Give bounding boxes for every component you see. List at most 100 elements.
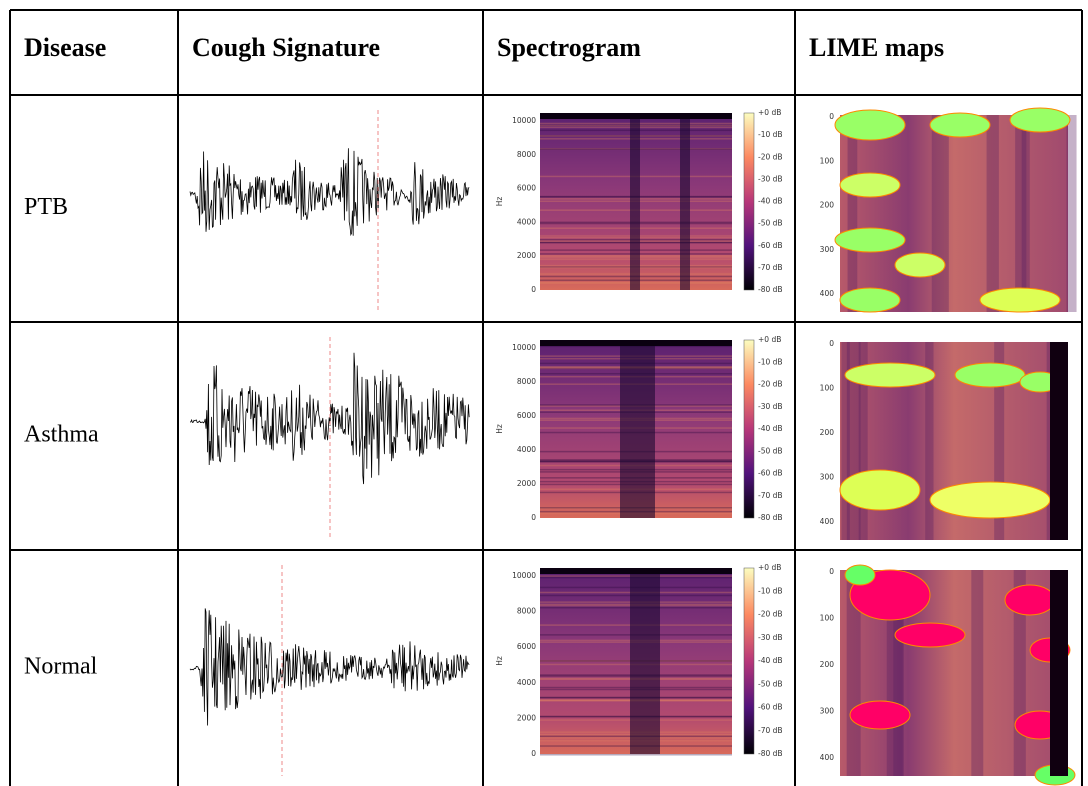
db-tick-label: +0 dB	[758, 108, 781, 117]
lime-texture	[1021, 115, 1030, 312]
db-tick-label: +0 dB	[758, 335, 781, 344]
db-tick-label: -20 dB	[758, 152, 783, 161]
db-tick-label: -70 dB	[758, 491, 783, 500]
lime-tick-label: 200	[820, 201, 835, 210]
freq-tick-label: 8000	[517, 607, 536, 616]
header-cell: Disease	[24, 33, 106, 62]
spectrogram-band	[630, 113, 640, 290]
db-tick-label: -40 dB	[758, 424, 783, 433]
db-tick-label: -80 dB	[758, 285, 783, 294]
lime-region	[979, 287, 1061, 313]
lime-tick-label: 300	[820, 473, 835, 482]
lime-region	[839, 287, 901, 313]
freq-tick-label: 8000	[517, 377, 536, 386]
header-cell: Spectrogram	[497, 33, 641, 62]
colorbar	[743, 112, 755, 291]
freq-tick-label: 6000	[517, 184, 536, 193]
lime-texture	[893, 570, 904, 776]
freq-axis-label: Hz	[495, 424, 504, 434]
db-tick-label: -10 dB	[758, 586, 783, 595]
lime-region	[834, 227, 906, 253]
lime-region	[1004, 584, 1056, 616]
freq-tick-label: 2000	[517, 251, 536, 260]
disease-name: PTB	[24, 194, 68, 220]
db-tick-label: +0 dB	[758, 563, 781, 572]
lime-region	[839, 172, 901, 198]
db-tick-label: -80 dB	[758, 513, 783, 522]
lime-edge	[1050, 570, 1068, 776]
db-tick-label: -30 dB	[758, 402, 783, 411]
disease-name: Asthma	[24, 422, 99, 448]
waveform	[189, 608, 470, 726]
header-cell: LIME maps	[809, 33, 944, 62]
lime-tick-label: 0	[829, 339, 834, 348]
lime-tick-label: 100	[820, 384, 835, 393]
freq-tick-label: 4000	[517, 445, 536, 454]
freq-tick-label: 10000	[512, 571, 536, 580]
db-tick-label: -30 dB	[758, 174, 783, 183]
lime-texture	[925, 342, 934, 540]
spectrogram-top	[540, 340, 732, 346]
disease-name: Normal	[24, 654, 98, 680]
lime-texture	[986, 115, 999, 312]
freq-tick-label: 0	[531, 749, 536, 758]
db-tick-label: -50 dB	[758, 679, 783, 688]
freq-axis-label: Hz	[495, 656, 504, 666]
lime-texture	[994, 342, 1005, 540]
lime-region	[954, 362, 1026, 388]
lime-tick-label: 400	[820, 289, 835, 298]
lime-edge	[1050, 342, 1068, 540]
spectrogram-band	[680, 113, 690, 290]
lime-tick-label: 300	[820, 707, 835, 716]
waveform	[189, 148, 470, 237]
freq-tick-label: 10000	[512, 343, 536, 352]
freq-tick-label: 2000	[517, 479, 536, 488]
db-tick-label: -20 dB	[758, 610, 783, 619]
db-tick-label: -10 dB	[758, 357, 783, 366]
lime-tick-label: 100	[820, 614, 835, 623]
lime-texture	[858, 342, 868, 540]
lime-region	[929, 112, 991, 138]
db-tick-label: -50 dB	[758, 446, 783, 455]
lime-tick-label: 200	[820, 660, 835, 669]
spectrogram-top	[540, 113, 732, 119]
lime-tick-label: 0	[829, 567, 834, 576]
db-tick-label: -20 dB	[758, 380, 783, 389]
lime-region	[1009, 107, 1071, 133]
lime-map	[840, 115, 1068, 312]
lime-tick-label: 400	[820, 753, 835, 762]
db-tick-label: -70 dB	[758, 726, 783, 735]
spectrogram-top	[540, 568, 732, 574]
spectrogram-band	[630, 568, 660, 754]
colorbar	[743, 567, 755, 755]
lime-tick-label: 100	[820, 156, 835, 165]
lime-texture	[847, 115, 858, 312]
lime-region	[844, 564, 876, 586]
lime-texture	[931, 115, 949, 312]
freq-tick-label: 4000	[517, 678, 536, 687]
db-tick-label: -80 dB	[758, 749, 783, 758]
lime-region	[894, 252, 946, 278]
grid	[9, 9, 1083, 786]
freq-tick-label: 4000	[517, 217, 536, 226]
spectrogram-texture	[540, 753, 732, 756]
db-tick-label: -40 dB	[758, 197, 783, 206]
lime-tick-label: 400	[820, 517, 835, 526]
lime-tick-label: 0	[829, 112, 834, 121]
freq-tick-label: 8000	[517, 150, 536, 159]
freq-tick-label: 6000	[517, 411, 536, 420]
lime-region	[894, 622, 966, 648]
lime-texture	[1066, 115, 1077, 312]
lime-tick-label: 200	[820, 428, 835, 437]
db-tick-label: -10 dB	[758, 130, 783, 139]
lime-region	[849, 700, 911, 730]
lime-region	[844, 362, 936, 388]
lime-region	[839, 469, 921, 511]
lime-region	[834, 109, 906, 141]
lime-texture	[841, 342, 850, 540]
db-tick-label: -60 dB	[758, 469, 783, 478]
db-tick-label: -60 dB	[758, 703, 783, 712]
freq-axis-label: Hz	[495, 197, 504, 207]
freq-tick-label: 6000	[517, 642, 536, 651]
